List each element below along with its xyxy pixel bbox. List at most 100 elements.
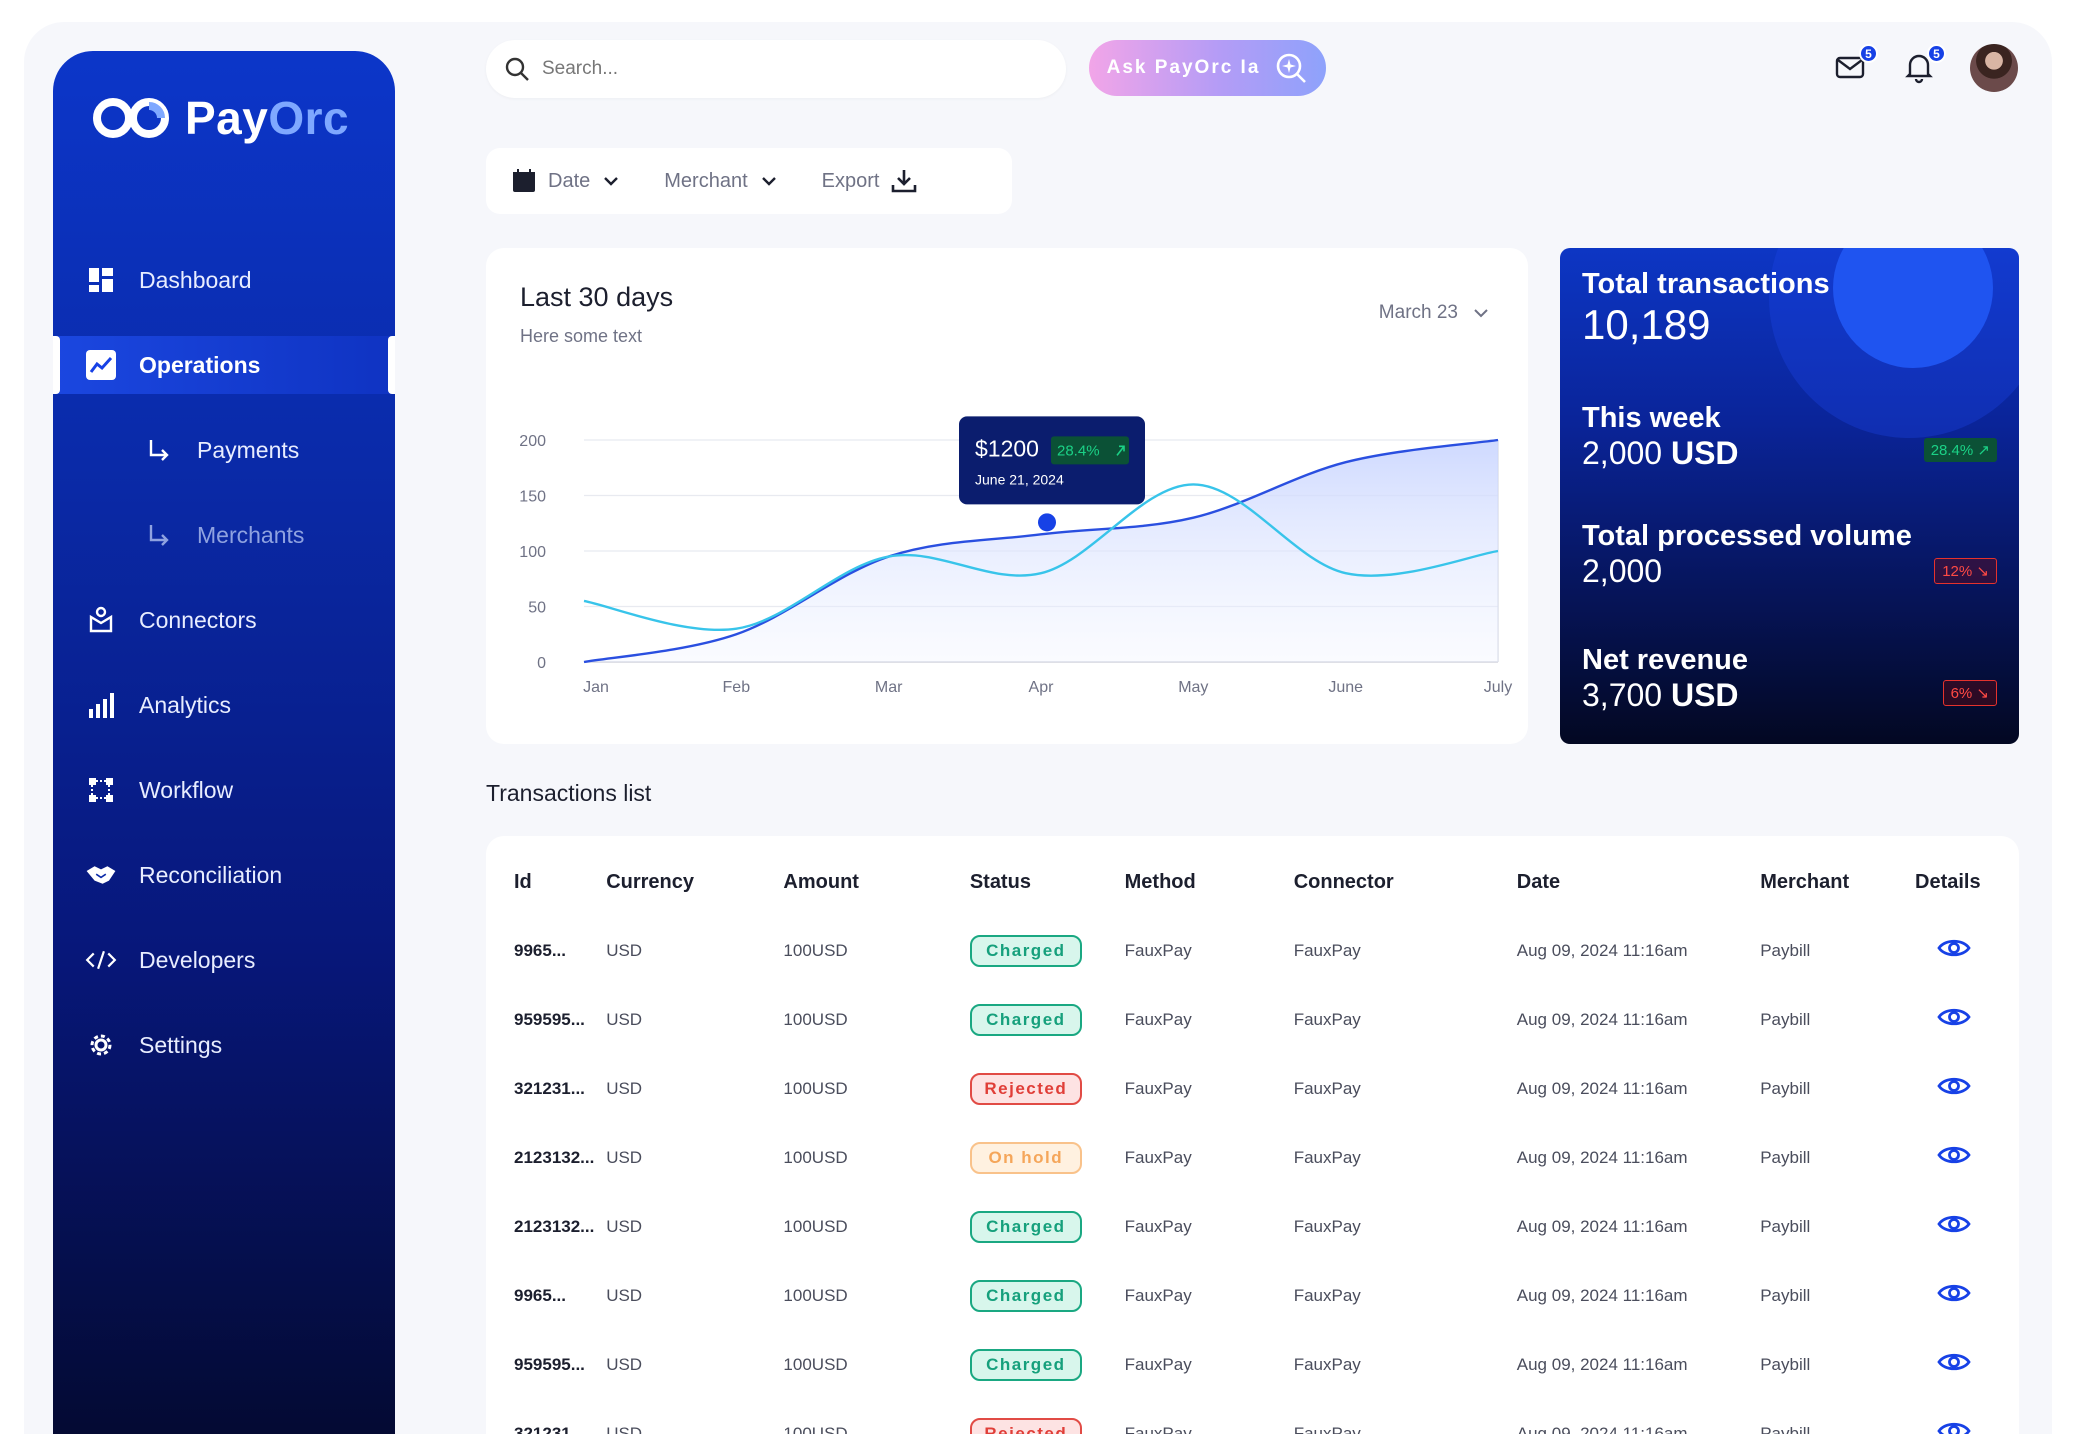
view-details-eye-icon[interactable] (1937, 1351, 1971, 1373)
series-0-line (583, 438, 1499, 664)
view-details-eye-icon[interactable] (1937, 1075, 1971, 1097)
sidebar-item-merchants[interactable]: Merchants (53, 506, 395, 564)
sidebar-item-analytics[interactable]: Analytics (53, 676, 395, 734)
mail-button[interactable]: 5 (1834, 44, 1878, 90)
series-0-area (584, 440, 1498, 662)
currency-cell: USD (606, 1078, 643, 1098)
column-header[interactable]: Currency (606, 870, 694, 893)
search-icon (505, 57, 529, 81)
table-row[interactable]: 959595... USD 100USD Charged FauxPay FauxPay A… (486, 1330, 2019, 1399)
this-week-stat: This week 2,000 USD (1582, 402, 1739, 472)
table-row[interactable]: 9965... USD 100USD Charged FauxPay FauxPay Aug… (486, 916, 2019, 985)
stat-unit: USD (1670, 435, 1739, 471)
sidebar-item-workflow[interactable]: Workflow (53, 761, 395, 819)
view-details-eye-icon[interactable] (1937, 937, 1971, 959)
ask-payorc-button[interactable]: Ask PayOrc Ia (1089, 40, 1326, 96)
connector-cell: FauxPay (1293, 1078, 1361, 1098)
currency-cell: USD (606, 1423, 643, 1434)
column-header[interactable]: Method (1124, 870, 1196, 893)
date-cell: Aug 09, 2024 11:16am (1516, 1009, 1688, 1029)
sidebar-item-settings[interactable]: Settings (53, 1016, 395, 1074)
chevron-down-icon (1474, 309, 1488, 318)
id-cell: 9965... (514, 1285, 566, 1305)
sidebar-item-payments[interactable]: Payments (53, 421, 395, 479)
merchant-cell: Paybill (1760, 1285, 1811, 1305)
tooltip-date: June 21, 2024 (975, 471, 1064, 487)
sidebar-item-label: Operations (139, 351, 261, 378)
x-tick-label: Jan (583, 679, 609, 696)
stat-value: 2,000 (1582, 435, 1663, 471)
chevron-down-icon (761, 177, 776, 186)
column-header[interactable]: Status (969, 870, 1031, 893)
view-details-eye-icon[interactable] (1937, 1144, 1971, 1166)
column-header[interactable]: Merchant (1760, 870, 1850, 893)
id-cell: 959595... (514, 1009, 585, 1029)
brand-name: PayOrc (185, 92, 350, 144)
notifications-button[interactable]: 5 (1902, 44, 1946, 90)
payorc-logo[interactable]: PayOrc (91, 91, 349, 145)
search-input[interactable] (542, 58, 1022, 80)
id-cell: 321231... (514, 1423, 585, 1434)
view-details-eye-icon[interactable] (1937, 1420, 1971, 1434)
download-icon (892, 170, 917, 193)
status-cell: On hold (969, 1123, 1125, 1192)
export-button[interactable]: Export (822, 168, 918, 194)
column-header[interactable]: Connector (1293, 870, 1394, 893)
status-cell: Charged (969, 985, 1125, 1054)
column-header[interactable]: Details (1915, 870, 1981, 893)
filter-bar: Date Merchant Export (486, 148, 1012, 214)
sidebar: PayOrc Dashboard Operations Payments Mer… (53, 51, 395, 1434)
table-row[interactable]: 9965... USD 100USD Charged FauxPay FauxPay Aug… (486, 1261, 2019, 1330)
amount-cell: 100USD (783, 940, 848, 960)
period-label: March 23 (1378, 302, 1458, 323)
status-badge: Charged (969, 1348, 1082, 1381)
column-header[interactable]: Date (1516, 870, 1561, 893)
currency-cell: USD (606, 1009, 643, 1029)
column-header[interactable]: Id (514, 870, 532, 893)
status-cell: Rejected (969, 1054, 1125, 1123)
total-transactions-stat: Total transactions 10,189 (1582, 268, 1830, 349)
user-avatar[interactable] (1970, 44, 2018, 92)
amount-cell: 100USD (783, 1009, 848, 1029)
y-tick-label: 150 (519, 489, 546, 506)
sidebar-item-operations[interactable]: Operations (53, 336, 395, 394)
stats-card: Total transactions 10,189 This week 2,00… (1560, 248, 2019, 744)
sub-arrow-icon (143, 519, 175, 551)
sidebar-item-connectors[interactable]: Connectors (53, 591, 395, 649)
table-row[interactable]: 959595... USD 100USD Charged FauxPay FauxPay A… (486, 985, 2019, 1054)
status-cell: Charged (969, 1261, 1125, 1330)
mail-badge: 5 (1859, 44, 1878, 63)
sidebar-item-developers[interactable]: Developers (53, 931, 395, 989)
table-row[interactable]: 321231... USD 100USD Rejected FauxPay FauxPay… (486, 1054, 2019, 1123)
net-revenue-stat: Net revenue 3,700 USD (1582, 644, 1748, 714)
method-cell: FauxPay (1124, 1147, 1192, 1167)
view-details-eye-icon[interactable] (1937, 1282, 1971, 1304)
date-filter[interactable]: Date (512, 169, 620, 193)
table-row[interactable]: 2123132... USD 100USD Charged FauxPay FauxPay… (486, 1192, 2019, 1261)
method-cell: FauxPay (1124, 1423, 1192, 1434)
currency-cell: USD (606, 1147, 643, 1167)
column-header[interactable]: Amount (783, 870, 859, 893)
date-cell: Aug 09, 2024 11:16am (1516, 1216, 1688, 1236)
table-header-row: Id Currency Amount Status Method Connector Dat… (486, 836, 2019, 916)
merchant-cell: Paybill (1760, 940, 1811, 960)
volume-change-badge: 12% ↘ (1934, 558, 1997, 584)
merchant-cell: Paybill (1760, 1354, 1811, 1374)
details-cell (1915, 916, 2019, 985)
amount-cell: 100USD (783, 1216, 848, 1236)
code-icon (85, 944, 117, 976)
stat-value: 3,700 (1582, 677, 1663, 713)
mail-icon (1835, 56, 1865, 79)
merchant-filter[interactable]: Merchant (664, 170, 777, 193)
sidebar-item-reconciliation[interactable]: Reconciliation (53, 846, 395, 904)
tooltip-value: $1200 (975, 435, 1039, 461)
period-selector[interactable]: March 23 (1379, 302, 1490, 324)
handshake-icon (85, 859, 117, 891)
sidebar-item-label: Merchants (197, 521, 305, 548)
sidebar-item-dashboard[interactable]: Dashboard (53, 251, 395, 309)
amount-cell: 100USD (783, 1147, 848, 1167)
table-row[interactable]: 2123132... USD 100USD On hold FauxPay FauxPay… (486, 1123, 2019, 1192)
table-row[interactable]: 321231... USD 100USD Rejected FauxPay FauxPay… (486, 1399, 2019, 1434)
view-details-eye-icon[interactable] (1937, 1006, 1971, 1028)
view-details-eye-icon[interactable] (1937, 1213, 1971, 1235)
